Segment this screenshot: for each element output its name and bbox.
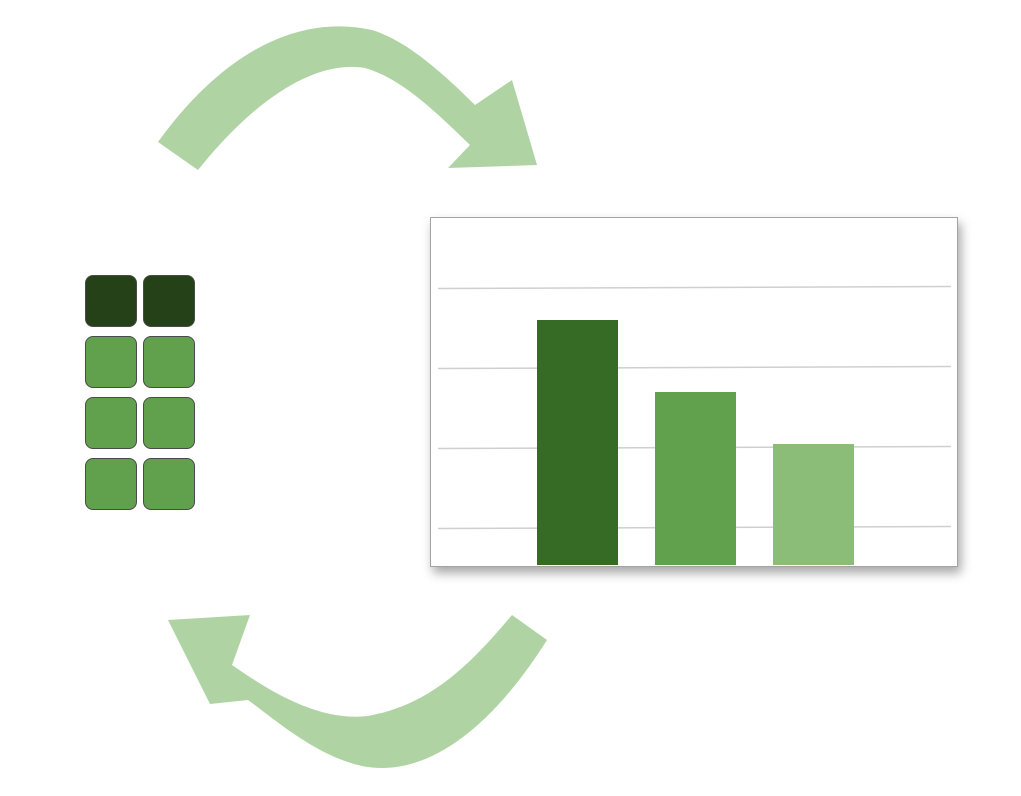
chart-bar (537, 320, 618, 565)
chart-bar (655, 392, 736, 565)
bar-chart (437, 285, 952, 565)
table-body-cell (143, 458, 195, 510)
bar-chart-panel (430, 217, 958, 567)
arrow-top-shape (158, 26, 537, 170)
table-body-cell (143, 336, 195, 388)
table-header-cell (143, 275, 195, 327)
table-body-cell (85, 336, 137, 388)
table-body-cell (85, 397, 137, 449)
table-body-cell (85, 458, 137, 510)
chart-bar (773, 444, 854, 565)
table-header-cell (85, 275, 137, 327)
chart-gridline (437, 365, 952, 370)
data-table-icon (85, 275, 197, 510)
table-body-cell (143, 397, 195, 449)
chart-gridline (437, 285, 952, 290)
arrow-bottom-shape (168, 615, 547, 768)
